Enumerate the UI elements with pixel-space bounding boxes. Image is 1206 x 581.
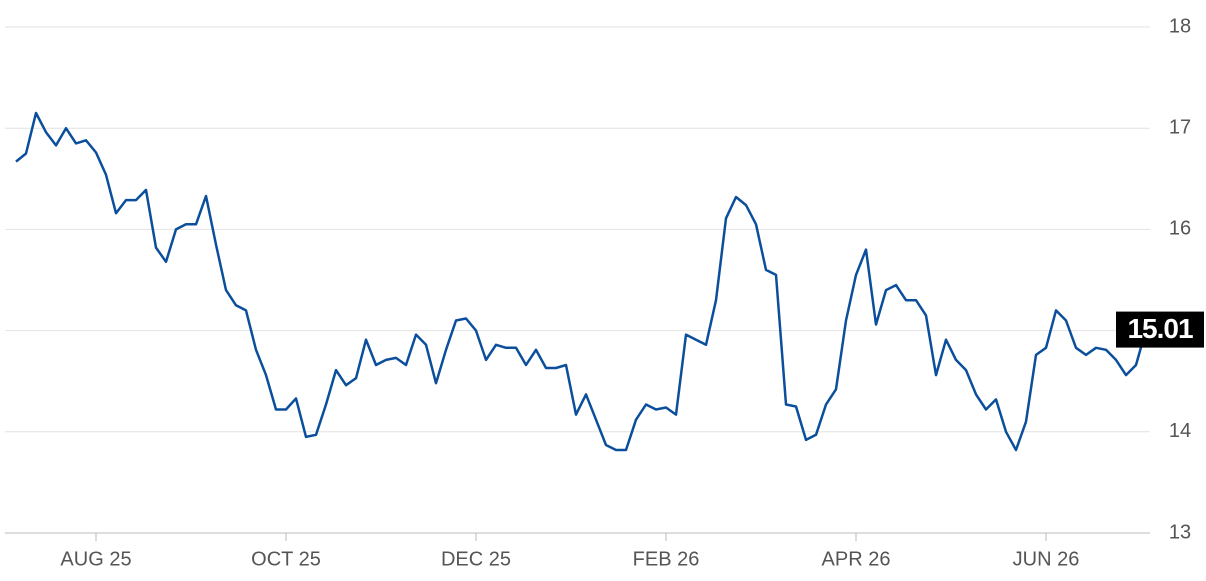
y-tick-label: 17 xyxy=(1169,116,1191,138)
x-tick-label: OCT 25 xyxy=(251,548,321,570)
x-tick-label: JUN 26 xyxy=(1013,548,1080,570)
price-line xyxy=(15,111,1148,452)
y-tick-label: 13 xyxy=(1169,521,1191,543)
x-tick-label: AUG 25 xyxy=(60,548,131,570)
y-tick-label: 16 xyxy=(1169,218,1191,240)
last-value-label: 15.01 xyxy=(1127,313,1192,344)
y-tick-label: 14 xyxy=(1169,420,1191,442)
y-tick-label: 18 xyxy=(1169,15,1191,37)
x-tick-label: DEC 25 xyxy=(441,548,511,570)
x-tick-label: FEB 26 xyxy=(633,548,700,570)
last-value-box xyxy=(1116,311,1204,348)
x-tick-label: APR 26 xyxy=(822,548,891,570)
